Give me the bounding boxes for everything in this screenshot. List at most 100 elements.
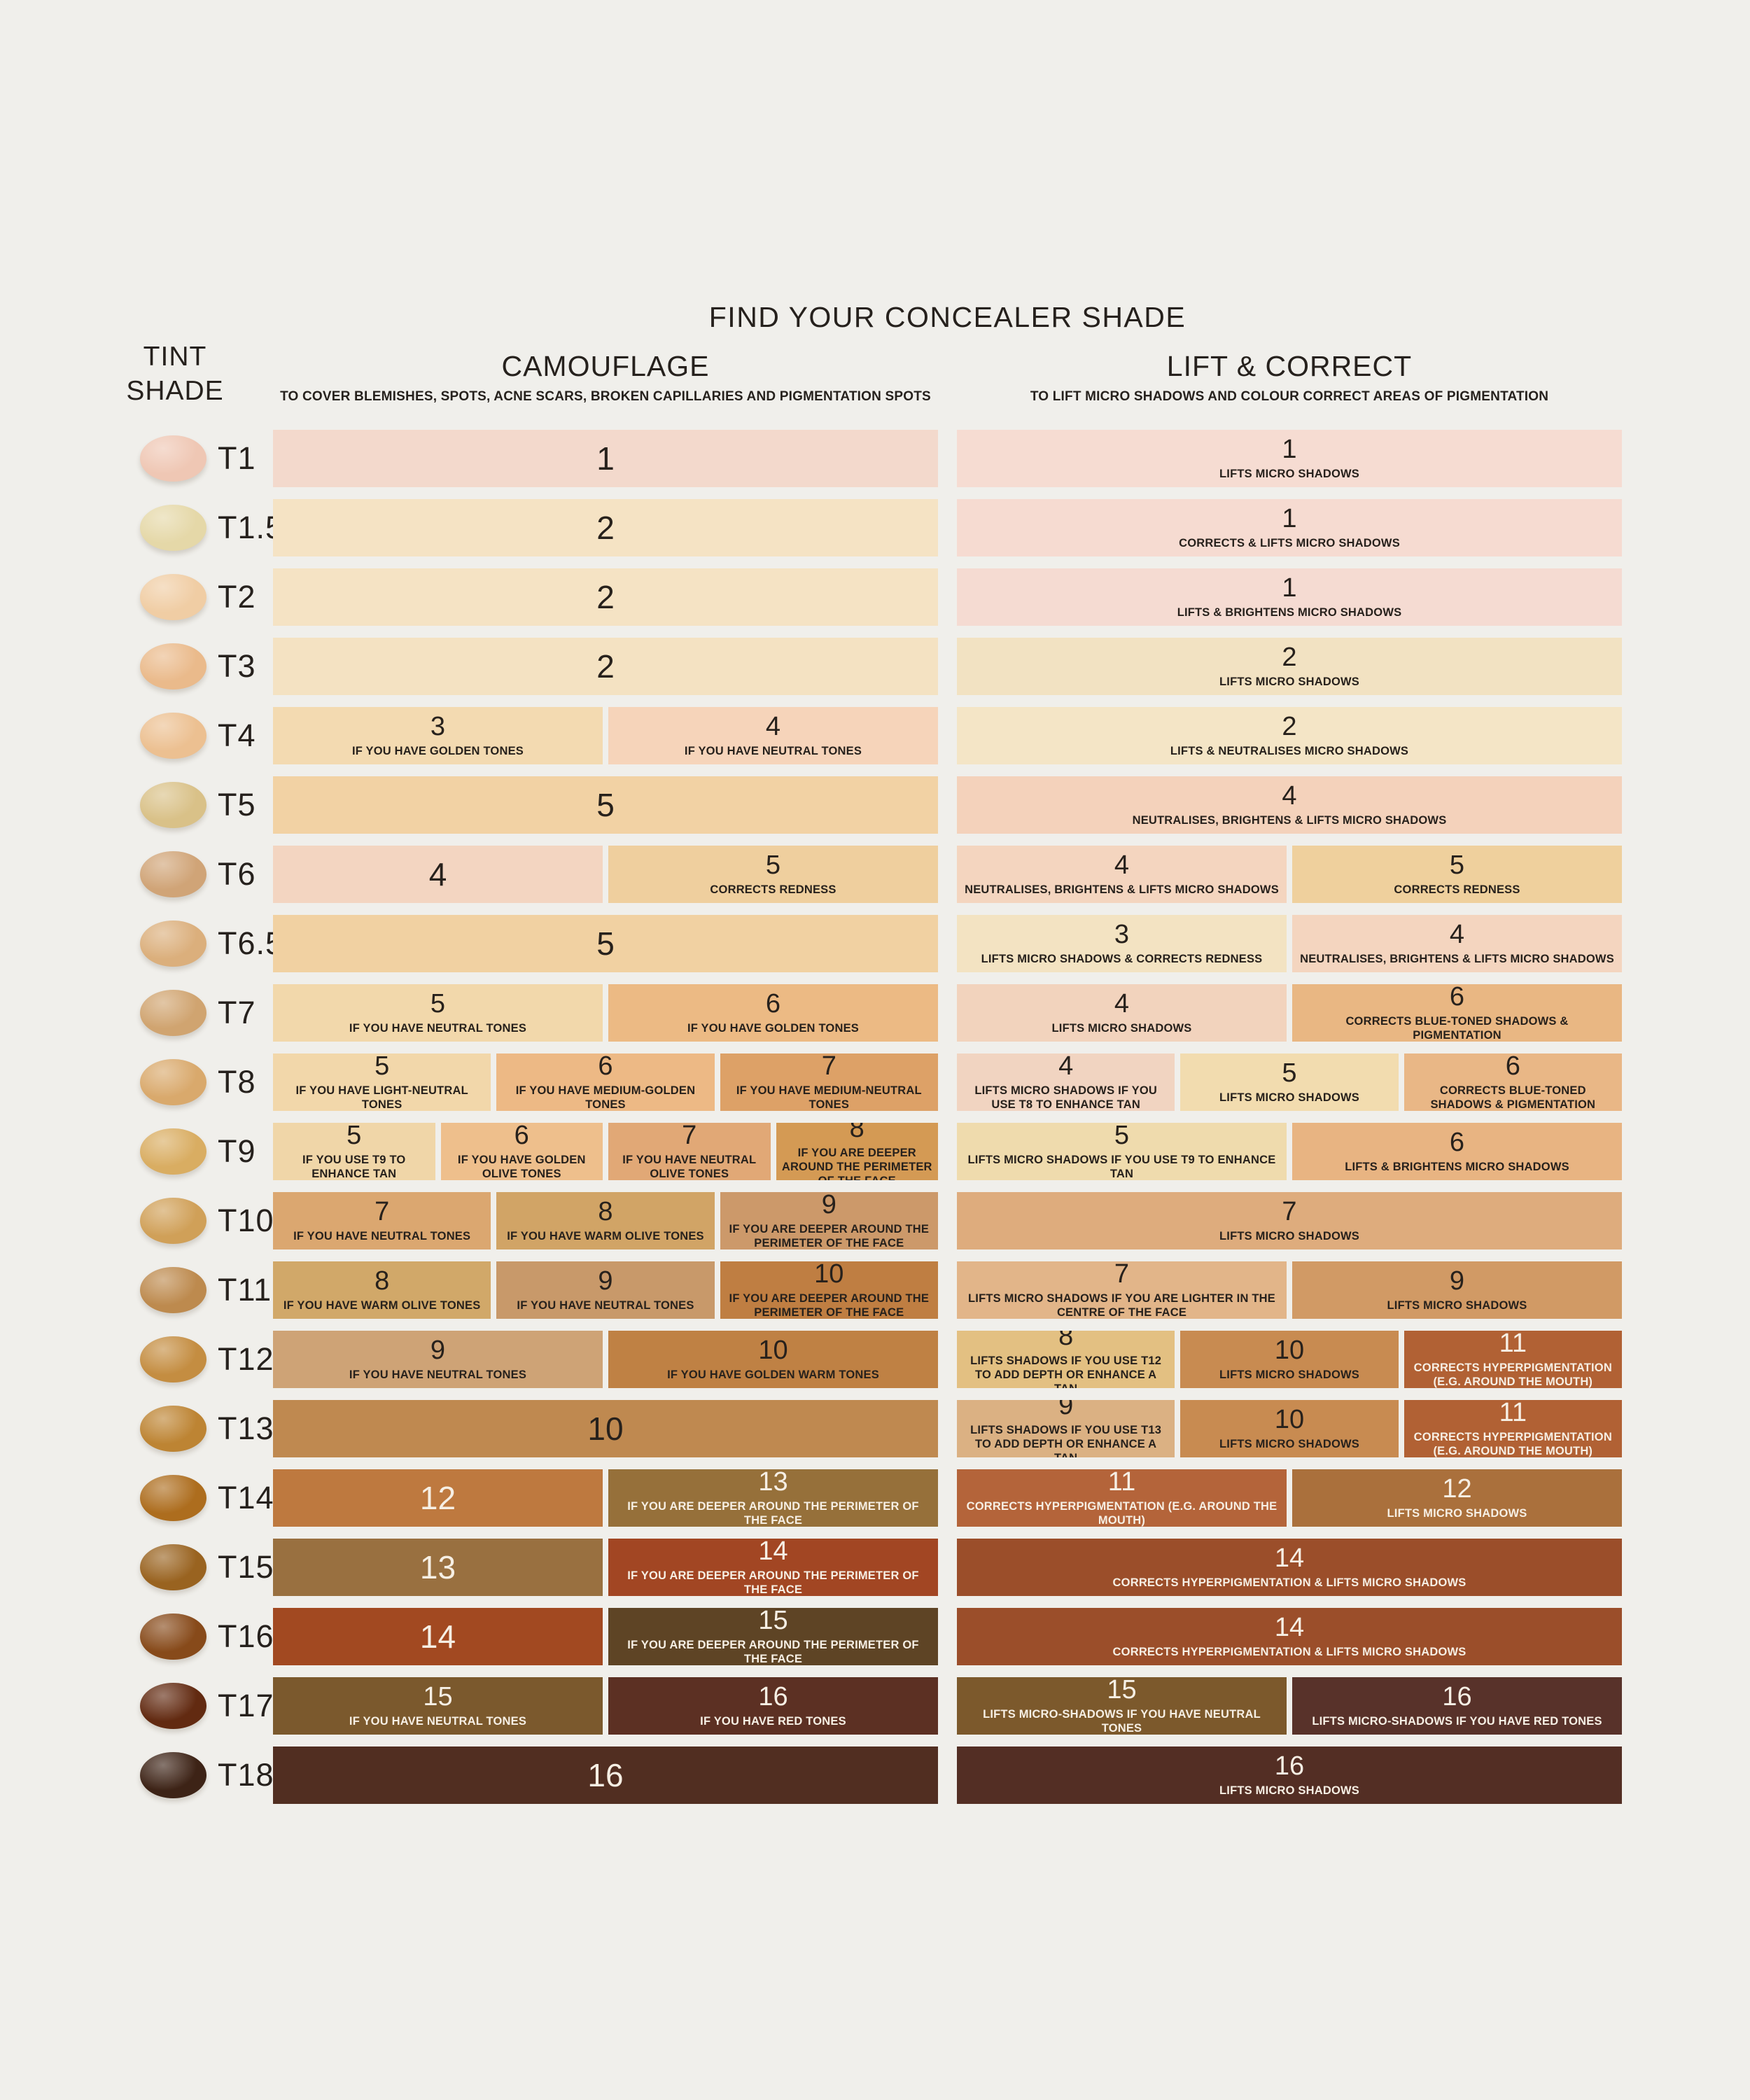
camouflage-cell-description: IF YOU HAVE WARM OLIVE TONES <box>283 1298 481 1312</box>
camouflage-cell-number: 6 <box>765 988 781 1018</box>
tint-label: T3 <box>218 648 256 684</box>
lift-cell: 1 LIFTS & BRIGHTENS MICRO SHADOWS <box>957 568 1622 626</box>
lift-cell: 6 CORRECTS BLUE-TONED SHADOWS & PIGMENTAT… <box>1404 1054 1622 1111</box>
camouflage-cell-description: IF YOU USE T9 TO ENHANCE TAN <box>302 1153 406 1180</box>
camouflage-cell-description: IF YOU HAVE GOLDEN WARM TONES <box>667 1368 879 1381</box>
camouflage-cell-number: 14 <box>419 1618 456 1655</box>
camouflage-cell-number: 1 <box>596 440 615 477</box>
tint-swatch <box>140 435 206 482</box>
camouflage-cell: 10 <box>273 1400 938 1457</box>
camouflage-zone: 3 IF YOU HAVE GOLDEN TONES 4 IF YOU HAVE NE… <box>273 707 938 764</box>
shade-row-t16: T16 14 15 IF YOU ARE DEEPER AROUND THE PERI… <box>0 1608 1750 1665</box>
shade-row-t8: T8 5 IF YOU HAVE LIGHT-NEUTRAL TONES 6 IF YO… <box>0 1054 1750 1111</box>
row-gutter: T13 <box>0 1400 274 1457</box>
camouflage-zone: 15 IF YOU HAVE NEUTRAL TONES 16 IF YOU HAVE… <box>273 1677 938 1735</box>
shade-row-t2: T2 2 1 LIFTS & BRIGHTENS MICRO SHADOWS <box>0 568 1750 626</box>
camouflage-cell-description: IF YOU HAVE MEDIUM-NEUTRAL TONES <box>736 1084 922 1111</box>
camouflage-cell: 8 IF YOU HAVE WARM OLIVE TONES <box>496 1192 715 1250</box>
camouflage-cell: 5 IF YOU HAVE NEUTRAL TONES <box>273 984 603 1042</box>
camouflage-cell-description: IF YOU HAVE NEUTRAL TONES <box>349 1021 527 1035</box>
camouflage-cell: 7 IF YOU HAVE NEUTRAL TONES <box>273 1192 491 1250</box>
lift-zone: 9 LIFTS SHADOWS IF YOU USE T13 TO ADD DEP… <box>957 1400 1622 1457</box>
tint-label: T15 <box>218 1549 274 1585</box>
lift-cell-number: 2 <box>1282 642 1297 672</box>
camouflage-cell: 2 <box>273 568 938 626</box>
camouflage-cell-number: 10 <box>587 1410 624 1447</box>
lift-cell-number: 11 <box>1107 1469 1136 1497</box>
lift-zone: 5 LIFTS MICRO SHADOWS IF YOU USE T9 TO EN… <box>957 1123 1622 1180</box>
row-gutter: T7 <box>0 984 273 1042</box>
lift-cell: 4 NEUTRALISES, BRIGHTENS & LIFTS MICRO SH… <box>957 776 1622 834</box>
camouflage-cell-number: 14 <box>758 1539 788 1566</box>
shade-row-t3: T3 2 2 LIFTS MICRO SHADOWS <box>0 638 1750 695</box>
shade-row-t10: T10 7 IF YOU HAVE NEUTRAL TONES 8 IF YOU HAV… <box>0 1192 1750 1250</box>
row-gutter: T8 <box>0 1054 273 1111</box>
camouflage-cell-description: IF YOU HAVE NEUTRAL TONES <box>684 744 862 757</box>
camouflage-cell-description: IF YOU ARE DEEPER AROUND THE PERIMETER O… <box>627 1499 919 1527</box>
lift-cell-description: LIFTS MICRO SHADOWS <box>1219 1091 1359 1104</box>
lift-cell: 6 CORRECTS BLUE-TONED SHADOWS & PIGMENTAT… <box>1292 984 1622 1042</box>
lift-cell-description: CORRECTS HYPERPIGMENTATION & LIFTS MICRO… <box>1112 1576 1466 1589</box>
camouflage-cell-number: 9 <box>821 1192 836 1219</box>
lift-cell-description: CORRECTS HYPERPIGMENTATION (E.G. AROUND … <box>966 1499 1278 1527</box>
lift-cell-description: CORRECTS HYPERPIGMENTATION & LIFTS MICRO… <box>1112 1645 1466 1658</box>
lift-cell-description: LIFTS MICRO SHADOWS <box>1219 1437 1359 1450</box>
camouflage-zone: 2 <box>273 568 938 626</box>
tint-label: T6 <box>218 856 256 892</box>
lift-zone: 7 LIFTS MICRO SHADOWS IF YOU ARE LIGHTER … <box>957 1261 1622 1319</box>
tint-swatch <box>140 1752 206 1798</box>
lift-cell-number: 11 <box>1499 1400 1527 1427</box>
camouflage-cell-number: 15 <box>423 1681 453 1712</box>
lift-cell-number: 4 <box>1114 988 1130 1018</box>
lift-zone: 11 CORRECTS HYPERPIGMENTATION (E.G. AROUN… <box>957 1469 1622 1527</box>
lift-zone: 4 NEUTRALISES, BRIGHTENS & LIFTS MICRO SH… <box>957 776 1622 834</box>
camouflage-cell: 9 IF YOU HAVE NEUTRAL TONES <box>496 1261 715 1319</box>
lift-cell: 7 LIFTS MICRO SHADOWS <box>957 1192 1622 1250</box>
camouflage-cell-number: 7 <box>374 1196 390 1226</box>
camouflage-cell: 9 IF YOU HAVE NEUTRAL TONES <box>273 1331 603 1388</box>
lift-cell: 15 LIFTS MICRO-SHADOWS IF YOU HAVE NEUTRA… <box>957 1677 1287 1735</box>
camouflage-cell: 4 IF YOU HAVE NEUTRAL TONES <box>608 707 938 764</box>
lift-cell-description: LIFTS MICRO SHADOWS <box>1219 1229 1359 1242</box>
camouflage-cell: 14 IF YOU ARE DEEPER AROUND THE PERIMETER… <box>608 1539 938 1596</box>
lift-cell-description: LIFTS & NEUTRALISES MICRO SHADOWS <box>1170 744 1409 757</box>
lift-cell-description: LIFTS MICRO SHADOWS & CORRECTS REDNESS <box>981 952 1263 965</box>
camouflage-cell-description: IF YOU ARE DEEPER AROUND THE PERIMETER O… <box>627 1638 919 1665</box>
lift-cell-description: CORRECTS HYPERPIGMENTATION (E.G. AROUND … <box>1413 1430 1612 1457</box>
tint-swatch <box>140 1406 206 1452</box>
lift-zone: 2 LIFTS MICRO SHADOWS <box>957 638 1622 695</box>
camouflage-cell: 7 IF YOU HAVE NEUTRAL OLIVE TONES <box>608 1123 771 1180</box>
lift-correct-subtitle: TO LIFT MICRO SHADOWS AND COLOUR CORRECT… <box>1030 389 1549 404</box>
lift-cell: 6 LIFTS & BRIGHTENS MICRO SHADOWS <box>1292 1123 1622 1180</box>
lift-correct-header: LIFT & CORRECT TO LIFT MICRO SHADOWS AND… <box>957 350 1622 405</box>
camouflage-cell: 5 <box>273 915 938 972</box>
lift-cell: 4 NEUTRALISES, BRIGHTENS & LIFTS MICRO SH… <box>957 846 1287 903</box>
row-gutter: T1.5 <box>0 499 283 556</box>
camouflage-cell: 10 IF YOU ARE DEEPER AROUND THE PERIMETER… <box>720 1261 938 1319</box>
camouflage-cell: 8 IF YOU ARE DEEPER AROUND THE PERIMETER … <box>776 1123 938 1180</box>
camouflage-zone: 4 5 CORRECTS REDNESS <box>273 846 938 903</box>
camouflage-cell-number: 9 <box>598 1266 613 1296</box>
lift-cell: 9 LIFTS MICRO SHADOWS <box>1292 1261 1622 1319</box>
lift-cell-number: 16 <box>1274 1751 1305 1781</box>
page-title: FIND YOUR CONCEALER SHADE <box>708 301 1186 333</box>
camouflage-cell-number: 3 <box>430 711 446 741</box>
row-gutter: T5 <box>0 776 273 834</box>
lift-cell-description: LIFTS & BRIGHTENS MICRO SHADOWS <box>1345 1160 1569 1173</box>
camouflage-cell: 5 IF YOU USE T9 TO ENHANCE TAN <box>273 1123 435 1180</box>
camouflage-zone: 14 15 IF YOU ARE DEEPER AROUND THE PERIMET… <box>273 1608 938 1665</box>
lift-cell-number: 8 <box>1058 1331 1074 1351</box>
shade-row-t12: T12 9 IF YOU HAVE NEUTRAL TONES 10 IF YOU HA… <box>0 1331 1750 1388</box>
tint-swatch <box>140 1475 206 1521</box>
lift-cell-description: CORRECTS HYPERPIGMENTATION (E.G. AROUND … <box>1413 1361 1612 1388</box>
tint-swatch <box>140 1544 206 1590</box>
camouflage-cell-number: 5 <box>374 1054 390 1081</box>
lift-cell-description: LIFTS MICRO-SHADOWS IF YOU HAVE NEUTRAL … <box>983 1707 1261 1735</box>
lift-cell-number: 5 <box>1282 1058 1297 1088</box>
tint-label: T17 <box>218 1688 274 1723</box>
lift-cell-number: 6 <box>1449 1127 1465 1157</box>
lift-cell: 10 LIFTS MICRO SHADOWS <box>1180 1400 1399 1457</box>
tint-swatch <box>140 505 206 551</box>
camouflage-cell-number: 16 <box>587 1757 624 1793</box>
lift-cell-number: 14 <box>1274 1612 1305 1642</box>
